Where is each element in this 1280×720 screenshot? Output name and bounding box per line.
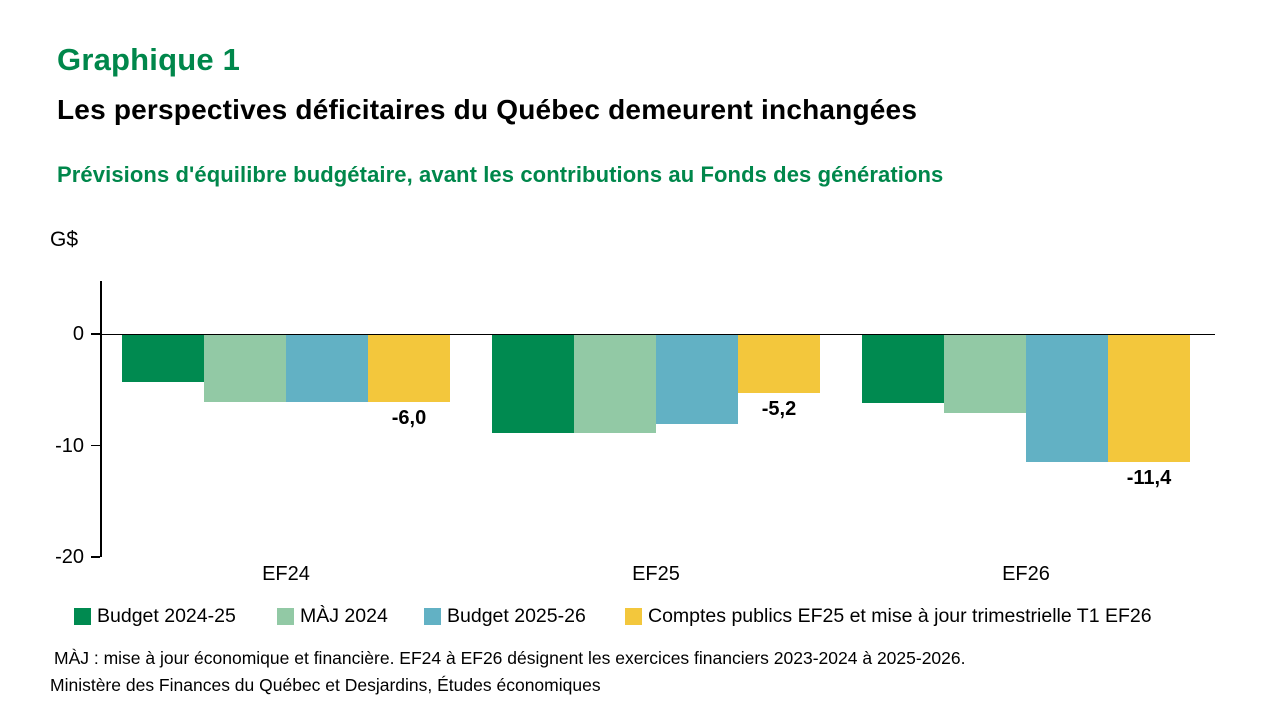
- bar-EF24-series4: [368, 335, 450, 402]
- y-axis-line: [100, 281, 102, 557]
- chart-title: Graphique 1: [57, 42, 241, 77]
- bar-EF26-series3: [1026, 335, 1108, 463]
- chart-subtitle: Les perspectives déficitaires du Québec …: [57, 94, 918, 125]
- bar-EF25-series2: [574, 335, 656, 434]
- legend-item-series2: MÀJ 2024: [277, 605, 388, 627]
- legend-label: Budget 2024-25: [97, 604, 236, 627]
- bar-EF25-series4: [738, 335, 820, 393]
- x-axis-category-label: EF25: [632, 563, 680, 585]
- y-axis-unit-label: G$: [50, 228, 79, 251]
- footnote: MÀJ : mise à jour économique et financiè…: [54, 648, 966, 668]
- bar-value-label: -5,2: [761, 397, 797, 420]
- legend-item-series1: Budget 2024-25: [74, 605, 236, 627]
- legend-label: Comptes publics EF25 et mise à jour trim…: [648, 604, 1152, 627]
- y-axis-tick: [91, 333, 100, 335]
- legend-label: Budget 2025-26: [447, 604, 586, 627]
- bar-EF25-series3: [656, 335, 738, 425]
- light-green-legend-swatch-icon: [277, 607, 294, 625]
- x-axis-category-label: EF26: [1002, 563, 1050, 585]
- bar-EF24-series2: [204, 335, 286, 402]
- yellow-legend-swatch-icon: [625, 607, 642, 625]
- y-tick-label: -10: [55, 434, 84, 457]
- legend-item-series4: Comptes publics EF25 et mise à jour trim…: [625, 605, 1152, 627]
- bar-EF26-series1: [862, 335, 944, 403]
- bar-EF24-series3: [286, 335, 368, 402]
- legend-label: MÀJ 2024: [300, 604, 388, 627]
- bar-value-label: -6,0: [391, 406, 427, 429]
- x-axis-category-label: EF24: [262, 563, 310, 585]
- bar-EF26-series2: [944, 335, 1026, 414]
- bar-value-label: -11,4: [1126, 467, 1172, 490]
- y-axis-tick: [91, 556, 100, 558]
- chart-description: Prévisions d'équilibre budgétaire, avant…: [57, 162, 944, 187]
- bar-EF24-series1: [122, 335, 204, 382]
- y-tick-label: 0: [72, 323, 84, 345]
- dark-green-legend-swatch-icon: [74, 607, 91, 625]
- zero-baseline: [100, 333, 1215, 335]
- y-axis-tick: [91, 444, 100, 447]
- bar-EF26-series4: [1108, 335, 1190, 463]
- legend: Budget 2024-25 MÀJ 2024 Budget 2025-26 Comp…: [0, 605, 1280, 629]
- source-line: Ministère des Finances du Québec et Desj…: [50, 675, 601, 695]
- blue-legend-swatch-icon: [424, 607, 441, 625]
- y-tick-label: -20: [55, 546, 84, 568]
- legend-item-series3: Budget 2025-26: [424, 605, 586, 627]
- bar-EF25-series1: [492, 335, 574, 434]
